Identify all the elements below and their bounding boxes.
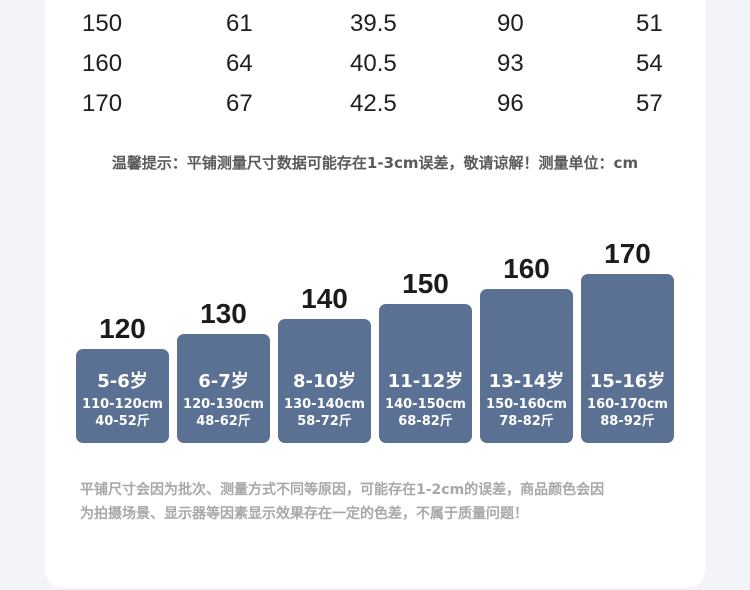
disclaimer-line: 为拍摄场景、显示器等因素显示效果存在一定的色差，不属于质量问题！ [80,506,528,522]
table-row: 170 67 42.5 96 57 [0,84,750,124]
weight-range: 68-82斤 [398,414,453,429]
age-label: 6-7岁 [198,371,249,392]
size-label: 160 [503,253,550,284]
weight-range: 40-52斤 [95,414,150,429]
age-label: 11-12岁 [387,371,464,392]
age-label: 15-16岁 [589,371,666,392]
height-range: 150-160cm [486,397,567,412]
height-range: 140-150cm [385,397,466,412]
size-bar: 11-12岁 140-150cm 68-82斤 [379,304,472,443]
weight-range: 88-92斤 [600,414,655,429]
table-cell: 90 [497,10,524,37]
table-cell: 67 [226,90,253,117]
height-range: 130-140cm [284,397,365,412]
table-cell: 39.5 [350,10,397,37]
size-bar: 13-14岁 150-160cm 78-82斤 [480,289,573,443]
table-cell: 150 [82,10,123,37]
size-bar: 6-7岁 120-130cm 48-62斤 [177,334,270,443]
table-cell: 96 [497,90,524,117]
table-cell: 170 [82,90,123,117]
size-bar: 15-16岁 160-170cm 88-92斤 [581,274,674,443]
table-cell: 64 [226,50,253,77]
size-label: 140 [301,283,348,314]
table-cell: 57 [636,90,663,117]
size-bar: 5-6岁 110-120cm 40-52斤 [76,349,169,443]
size-label: 170 [604,238,651,269]
table-cell: 40.5 [350,50,397,77]
table-cell: 42.5 [350,90,397,117]
age-label: 8-10岁 [292,371,357,392]
height-range: 110-120cm [82,397,163,412]
table-cell: 54 [636,50,663,77]
measurement-tip: 温馨提示：平铺测量尺寸数据可能存在1-3cm误差，敬请谅解！测量单位：cm [111,154,639,172]
table-cell: 93 [497,50,524,77]
table-row: 160 64 40.5 93 54 [0,44,750,84]
age-label: 5-6岁 [97,371,148,392]
height-range: 160-170cm [587,397,668,412]
table-cell: 160 [82,50,123,77]
size-label: 130 [200,298,247,329]
height-range: 120-130cm [183,397,264,412]
disclaimer-line: 平铺尺寸会因为批次、测量方式不同等原因，可能存在1-2cm的误差，商品颜色会因 [80,482,605,498]
disclaimer-note: 平铺尺寸会因为批次、测量方式不同等原因，可能存在1-2cm的误差，商品颜色会因 … [80,478,680,526]
size-label: 120 [99,313,146,344]
age-label: 13-14岁 [488,371,565,392]
table-cell: 51 [636,10,663,37]
size-label: 150 [402,268,449,299]
size-bar: 8-10岁 130-140cm 58-72斤 [278,319,371,443]
weight-range: 78-82斤 [499,414,554,429]
table-row: 150 61 39.5 90 51 [0,4,750,44]
weight-range: 48-62斤 [196,414,251,429]
table-cell: 61 [226,10,253,37]
weight-range: 58-72斤 [297,414,352,429]
